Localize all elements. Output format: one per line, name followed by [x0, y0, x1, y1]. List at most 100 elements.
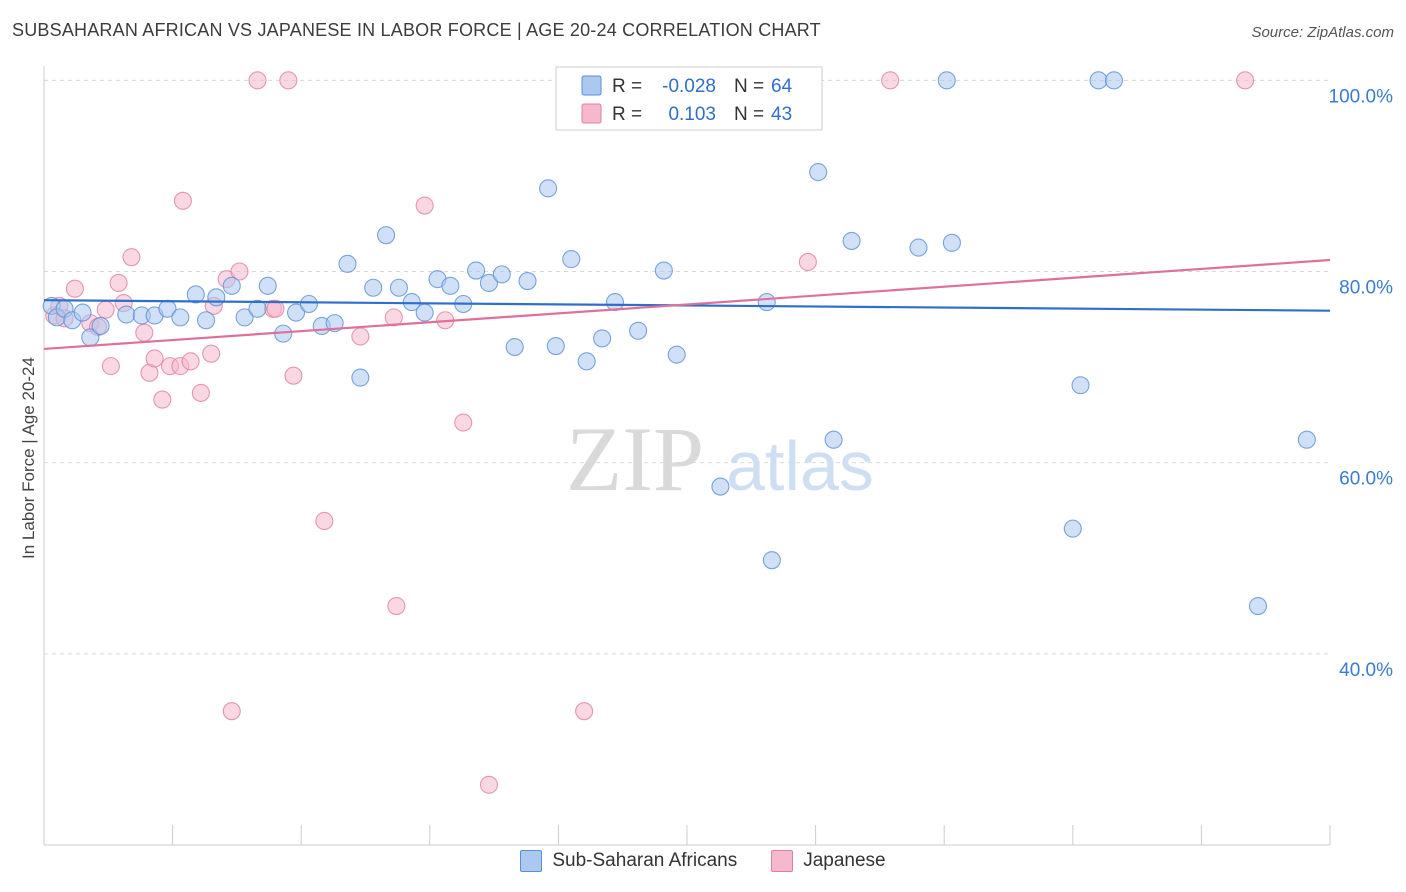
chart-source: Source: ZipAtlas.com [1251, 24, 1394, 41]
japanese-point-29 [284, 366, 303, 385]
japanese-point-7 [101, 357, 120, 376]
sub-saharan-point-47 [667, 345, 686, 364]
sub-saharan-point-57 [1063, 519, 1082, 538]
japanese-trend-line [43, 258, 1331, 351]
watermark: ZIP atlas [566, 408, 874, 510]
legend-item-japanese: Japanese [771, 850, 886, 872]
sub-saharan-point-7 [117, 305, 136, 324]
japanese-point-28 [279, 71, 298, 90]
chart-title: SUBSAHARAN AFRICAN VS JAPANESE IN LABOR … [12, 20, 821, 40]
y-tick-label-3: 40.0% [1339, 660, 1393, 681]
sub-saharan-point-26 [364, 278, 383, 297]
y-tick-label-2: 60.0% [1339, 469, 1393, 490]
sub-saharan-point-20 [287, 303, 306, 322]
sub-saharan-point-35 [479, 273, 499, 293]
japanese-point-19 [191, 383, 210, 402]
japanese-point-31 [351, 327, 370, 346]
sub-saharan-point-48 [711, 477, 730, 496]
sub-saharan-point-24 [338, 254, 357, 273]
sub-saharan-point-52 [824, 430, 843, 449]
sub-saharan-point-60 [1104, 71, 1124, 90]
sub-saharan-point-27 [377, 226, 396, 245]
sub-saharan-point-16 [235, 308, 254, 327]
sub-saharan-point-40 [546, 337, 565, 356]
sub-saharan-point-38 [518, 272, 537, 291]
stats-legend: R = -0.028 N = 64 R = 0.103 N = 43 [555, 66, 823, 131]
legend-n-value-blue: 64 [771, 76, 793, 97]
japanese-point-24 [230, 262, 249, 281]
sub-saharan-point-34 [467, 261, 486, 280]
sub-saharan-point-37 [505, 337, 524, 357]
legend-r-value-pink: 0.103 [668, 104, 716, 125]
y-axis-label: In Labor Force | Age 20-24 [19, 357, 38, 559]
watermark-zip: ZIP [566, 408, 704, 510]
japanese-point-3 [65, 279, 84, 298]
sub-saharan-point-6 [91, 316, 110, 336]
sub-saharan-point-55 [937, 71, 956, 90]
sub-saharan-point-21 [299, 294, 318, 314]
legend-n-value-pink: 43 [771, 104, 792, 125]
sub-saharan-point-18 [258, 276, 277, 295]
sub-saharan-point-56 [942, 233, 961, 252]
sub-saharan-point-53 [842, 231, 861, 250]
sub-saharan-point-44 [605, 293, 625, 312]
sub-saharan-point-28 [389, 278, 408, 297]
sub-saharan-point-49 [757, 293, 776, 312]
sub-saharan-point-17 [248, 299, 267, 318]
sub-saharan-point-62 [1297, 430, 1316, 449]
japanese-point-14 [153, 390, 172, 409]
japanese-point-20 [202, 344, 221, 363]
legend-swatch-pink [581, 103, 602, 124]
y-tick-label-1: 80.0% [1339, 278, 1393, 299]
sub-saharan-point-58 [1071, 376, 1090, 395]
legend-swatch-japanese [771, 850, 794, 872]
sub-saharan-point-13 [196, 311, 216, 330]
sub-saharan-point-59 [1089, 71, 1108, 90]
sub-saharan-point-43 [593, 329, 612, 348]
legend-swatch-blue [581, 75, 602, 96]
japanese-point-18 [181, 352, 200, 371]
japanese-point-8 [109, 273, 128, 293]
sub-saharan-point-25 [351, 368, 370, 387]
japanese-point-11 [135, 323, 154, 342]
japanese-point-32 [387, 596, 406, 616]
correlation-chart: ZIP atlas 100.0%80.0%60.0%40.0% 0.0%50.0… [19, 66, 1394, 846]
legend-n-label-blue: N = [734, 76, 764, 97]
japanese-point-40 [1236, 71, 1255, 90]
sub-saharan-point-46 [654, 261, 673, 280]
legend-r-label-blue: R = [612, 76, 642, 97]
sub-saharan-point-4 [73, 303, 92, 322]
trend-lines [43, 258, 1331, 351]
sub-saharan-point-11 [171, 308, 190, 327]
sub-saharan-point-42 [577, 352, 596, 371]
grid-layer [44, 79, 1330, 655]
y-tick-labels: 100.0% 80.0% 60.0% 40.0% [1329, 86, 1394, 680]
watermark-atlas: atlas [726, 427, 874, 505]
japanese-point-13 [145, 349, 164, 368]
japanese-point-33 [415, 196, 434, 215]
legend-n-label-pink: N = [734, 104, 764, 125]
japanese-point-37 [575, 702, 594, 721]
legend-label-sub-saharan: Sub-Saharan Africans [552, 850, 738, 871]
sub-saharan-point-61 [1248, 596, 1268, 616]
sub-saharan-points [42, 71, 1316, 616]
japanese-point-36 [479, 775, 499, 794]
legend-swatch-sub-saharan [520, 850, 543, 872]
sub-saharan-point-12 [186, 285, 205, 304]
legend-r-label-pink: R = [612, 104, 642, 125]
sub-saharan-point-30 [415, 303, 434, 322]
japanese-point-35 [454, 413, 473, 432]
sub-saharan-point-15 [222, 276, 241, 295]
sub-saharan-point-51 [809, 163, 828, 182]
japanese-point-23 [222, 702, 241, 721]
y-tick-label-0: 100.0% [1329, 86, 1394, 107]
sub-saharan-point-36 [492, 265, 511, 284]
sub-saharan-point-45 [629, 321, 648, 340]
sub-saharan-point-41 [562, 250, 581, 269]
japanese-point-41 [384, 308, 403, 327]
sub-saharan-point-14 [207, 288, 226, 307]
japanese-point-38 [798, 252, 817, 271]
japanese-point-6 [96, 300, 115, 319]
japanese-point-27 [266, 299, 285, 318]
axis-layer [43, 66, 1331, 846]
